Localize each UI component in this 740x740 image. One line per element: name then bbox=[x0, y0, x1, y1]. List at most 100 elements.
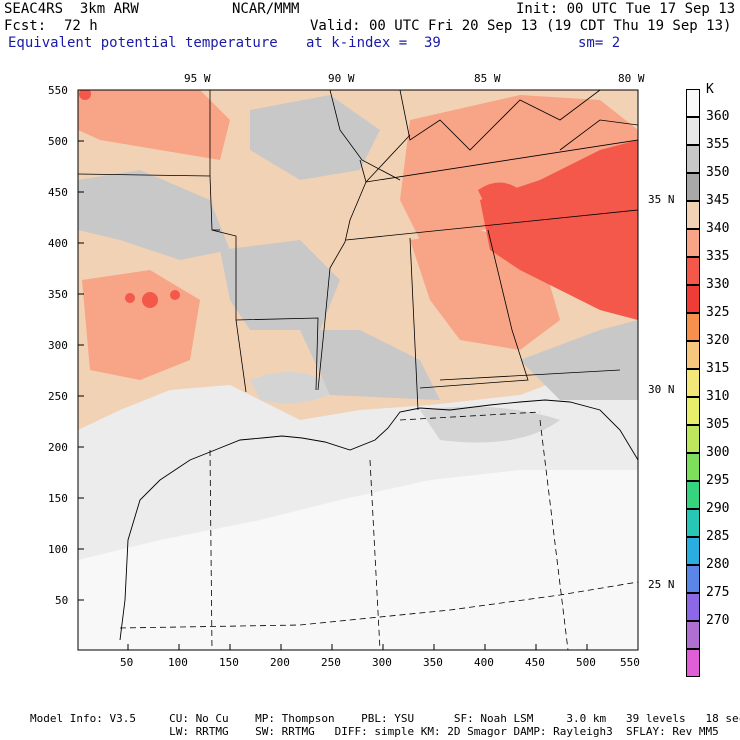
y-tick-450: 450 bbox=[48, 186, 68, 199]
y-tick-350: 350 bbox=[48, 288, 68, 301]
legend-label: 325 bbox=[706, 305, 730, 320]
legend-swatch bbox=[686, 397, 700, 425]
legend-label: 360 bbox=[706, 109, 730, 124]
state-boundaries bbox=[78, 90, 638, 411]
legend-swatch bbox=[686, 481, 700, 509]
y-tick-150: 150 bbox=[48, 492, 68, 505]
legend-label: 345 bbox=[706, 193, 730, 208]
y-tick-50: 50 bbox=[55, 594, 69, 607]
legend-swatch bbox=[686, 649, 700, 677]
y-tick-200: 200 bbox=[48, 441, 68, 454]
legend-unit: K bbox=[706, 82, 714, 97]
gray-swath-east bbox=[520, 320, 638, 400]
y-tick-550: 550 bbox=[48, 84, 68, 97]
x-tick-50: 50 bbox=[120, 656, 134, 669]
lat-label-30n: 30 N bbox=[648, 383, 675, 396]
x-tick-150: 150 bbox=[219, 656, 239, 669]
legend-swatch bbox=[686, 285, 700, 313]
y-tick-100: 100 bbox=[48, 543, 68, 556]
organization-label: NCAR/MMM bbox=[232, 1, 300, 17]
legend-label: 290 bbox=[706, 501, 730, 516]
legend-swatch bbox=[686, 173, 700, 201]
x-tick-550: 550 bbox=[620, 656, 640, 669]
legend-swatch bbox=[686, 341, 700, 369]
legend-label: 295 bbox=[706, 473, 730, 488]
gray-swath-west bbox=[78, 170, 230, 260]
lon-label-80w: 80 W bbox=[618, 72, 645, 85]
lat-label-25n: 25 N bbox=[648, 578, 675, 591]
legend-label: 275 bbox=[706, 585, 730, 600]
red-blob-texas-1 bbox=[142, 292, 158, 308]
gray-swath-north bbox=[250, 95, 380, 180]
legend-label: 330 bbox=[706, 277, 730, 292]
smoothing-label: sm= 2 bbox=[578, 35, 621, 51]
legend-label: 320 bbox=[706, 333, 730, 348]
forecast-label: Fcst: bbox=[4, 18, 47, 34]
field-name: Equivalent potential temperature bbox=[8, 35, 278, 51]
red-blob-texas-3 bbox=[170, 290, 180, 300]
legend-swatch bbox=[686, 593, 700, 621]
map-frame bbox=[77, 89, 639, 651]
x-tick-450: 450 bbox=[525, 656, 545, 669]
legend-swatch bbox=[686, 117, 700, 145]
legend-label: 270 bbox=[706, 613, 730, 628]
legend-label: 305 bbox=[706, 417, 730, 432]
legend-swatch bbox=[686, 145, 700, 173]
x-tick-200: 200 bbox=[270, 656, 290, 669]
x-tick-400: 400 bbox=[474, 656, 494, 669]
x-tick-100: 100 bbox=[168, 656, 188, 669]
louisiana-gray bbox=[250, 372, 340, 404]
salmon-region-nw bbox=[78, 90, 230, 160]
legend-swatch bbox=[686, 201, 700, 229]
legend-label: 335 bbox=[706, 249, 730, 264]
model-info-line1: Model Info: V3.5 CU: No Cu MP: Thompson … bbox=[30, 712, 740, 725]
salmon-region-texas bbox=[82, 270, 200, 380]
gulf-gray-band bbox=[420, 406, 560, 443]
gulf-lightest-region bbox=[78, 470, 638, 650]
lat-label-35n: 35 N bbox=[648, 193, 675, 206]
legend-swatch bbox=[686, 453, 700, 481]
legend-label: 310 bbox=[706, 389, 730, 404]
legend-label: 315 bbox=[706, 361, 730, 376]
dashed-boundaries bbox=[119, 411, 638, 650]
legend-label: 340 bbox=[706, 221, 730, 236]
gulf-coastline bbox=[119, 399, 638, 641]
map-field bbox=[78, 90, 638, 650]
lon-label-95w: 95 W bbox=[184, 72, 211, 85]
legend-swatch bbox=[686, 621, 700, 649]
legend-swatch bbox=[686, 369, 700, 397]
lon-label-85w: 85 W bbox=[474, 72, 501, 85]
legend-label: 285 bbox=[706, 529, 730, 544]
gray-swath-south bbox=[300, 330, 440, 400]
x-tick-250: 250 bbox=[321, 656, 341, 669]
legend-label: 300 bbox=[706, 445, 730, 460]
legend-swatch bbox=[686, 229, 700, 257]
legend-swatch bbox=[686, 313, 700, 341]
red-blob-tennessee bbox=[478, 182, 520, 215]
legend-swatch bbox=[686, 425, 700, 453]
model-info-line2: LW: RRTMG SW: RRTMG DIFF: simple KM: 2D … bbox=[30, 725, 719, 738]
legend-swatch bbox=[686, 565, 700, 593]
legend-swatch bbox=[686, 509, 700, 537]
gray-swath-central bbox=[220, 240, 340, 330]
legend-label: 355 bbox=[706, 137, 730, 152]
red-blob-texas-2 bbox=[125, 293, 135, 303]
y-tick-300: 300 bbox=[48, 339, 68, 352]
red-region-carolinas bbox=[480, 140, 638, 320]
model-title: SEAC4RS 3km ARW bbox=[4, 1, 139, 17]
x-tick-300: 300 bbox=[372, 656, 392, 669]
legend-label: 280 bbox=[706, 557, 730, 572]
y-tick-400: 400 bbox=[48, 237, 68, 250]
y-tick-250: 250 bbox=[48, 390, 68, 403]
x-tick-500: 500 bbox=[576, 656, 596, 669]
legend-swatch bbox=[686, 537, 700, 565]
valid-time: Valid: 00 UTC Fri 20 Sep 13 (19 CDT Thu … bbox=[310, 18, 732, 34]
level-label: at k-index = 39 bbox=[306, 35, 441, 51]
init-time: Init: 00 UTC Tue 17 Sep 13 bbox=[516, 1, 736, 17]
x-tick-350: 350 bbox=[423, 656, 443, 669]
frame-ticks bbox=[78, 140, 588, 650]
legend-label: 350 bbox=[706, 165, 730, 180]
forecast-hour: 72 h bbox=[64, 18, 98, 34]
red-blob-corner bbox=[79, 90, 91, 100]
